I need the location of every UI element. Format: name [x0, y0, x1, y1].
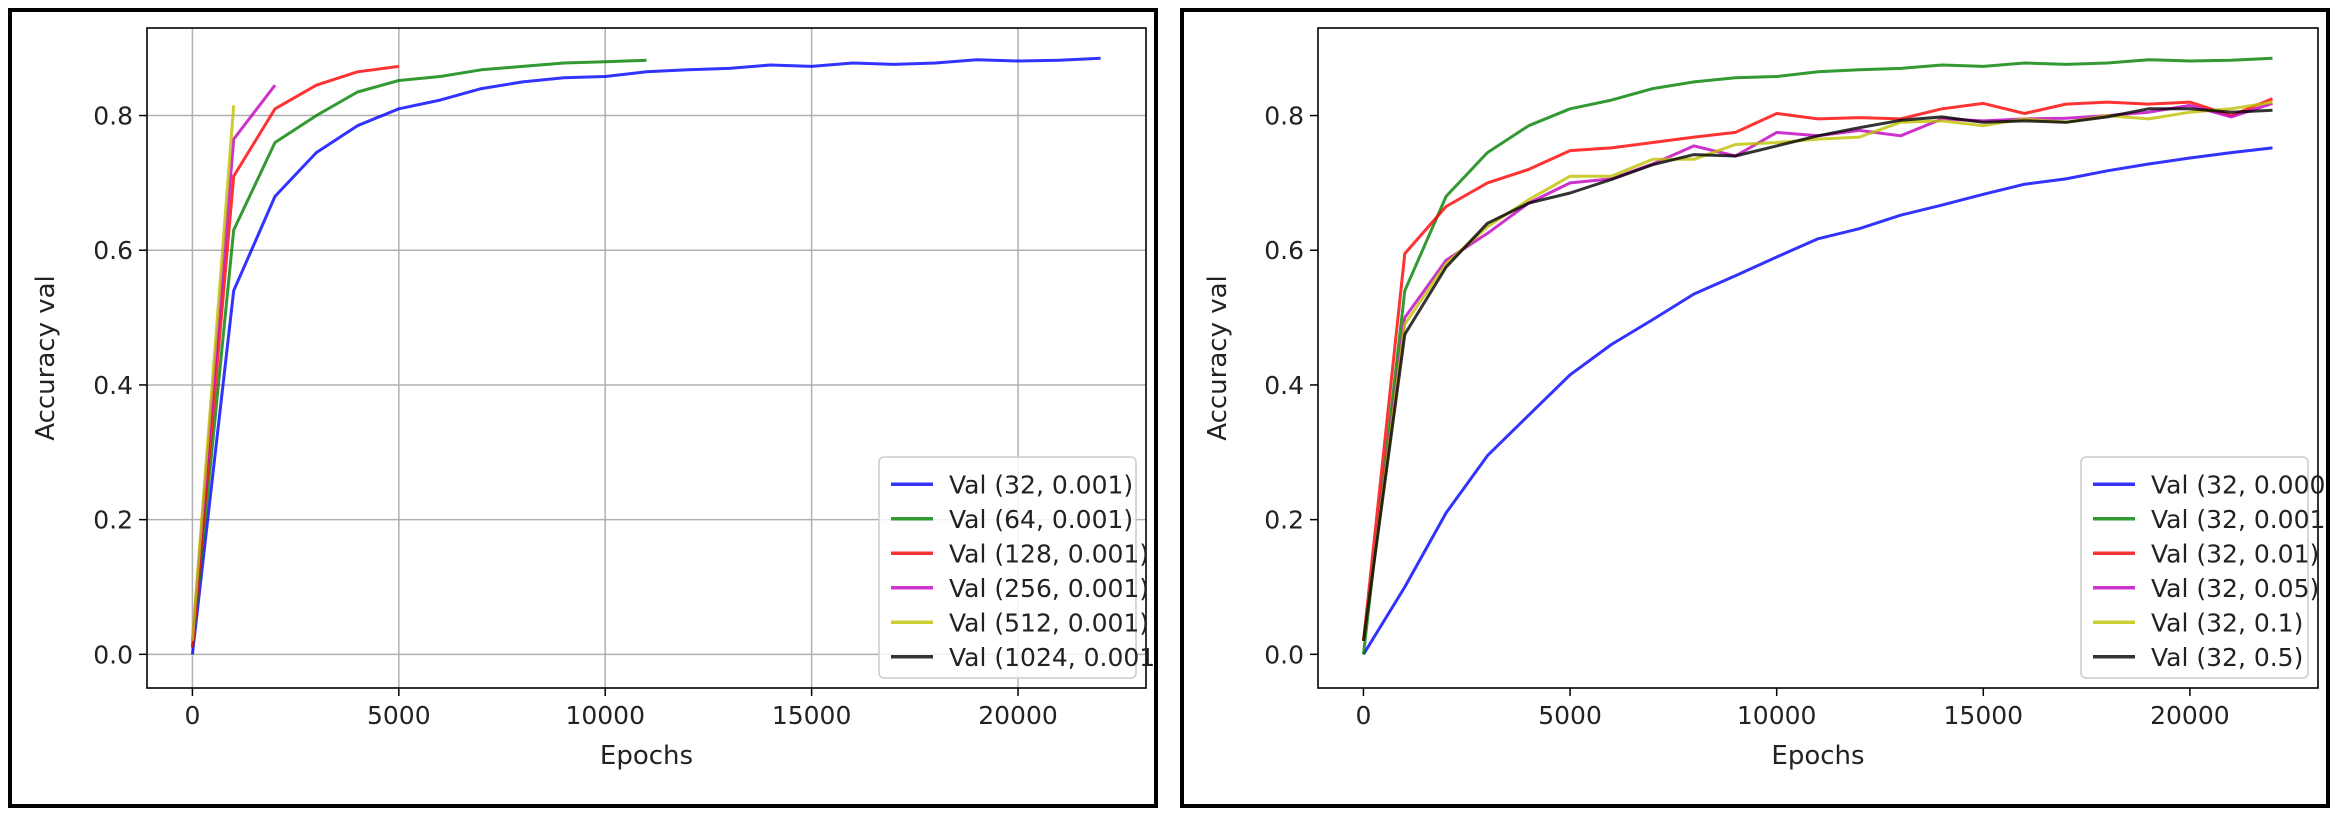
series-line-2: [190, 64, 399, 648]
x-tick-label: 20000: [2150, 701, 2230, 730]
legend-label: Val (1024, 0.001): [949, 643, 1154, 672]
y-tick-label: 0.0: [1264, 640, 1304, 669]
series-line-1: [1362, 56, 2273, 655]
legend-label: Val (64, 0.001): [949, 505, 1133, 534]
x-tick-label: 5000: [1538, 701, 1602, 730]
line-chart-learning-rate: 0 5000 10000 15000 20000 0.0 0.2 0.4 0.6 0.8 Epoch…: [1203, 27, 2326, 771]
series-line-1: [190, 58, 647, 648]
y-axis-title: Accuracy val: [1203, 275, 1233, 441]
plot-frame: [1317, 27, 2319, 689]
y-tick-label: 0.8: [93, 102, 133, 131]
legend-label: Val (32, 0.5): [2151, 643, 2303, 672]
series-line-4: [190, 105, 236, 642]
legend-label: Val (32, 0.001): [2151, 505, 2326, 534]
legend-label: Val (512, 0.001): [949, 608, 1149, 637]
series-line-0: [190, 56, 1101, 655]
x-tick-label: 10000: [1737, 701, 1817, 730]
x-tick-label: 15000: [772, 701, 852, 730]
legend-label: Val (32, 0.01): [2151, 539, 2319, 568]
legend-label: Val (32, 0.05): [2151, 574, 2319, 603]
y-axis-title: Accuracy val: [31, 275, 61, 441]
x-axis-title: Epochs: [1771, 741, 1864, 771]
y-tick-label: 0.6: [1264, 236, 1304, 265]
series-group: [1362, 56, 2274, 656]
y-tick-label: 0.8: [1264, 102, 1304, 131]
series-line-0: [1362, 146, 2273, 656]
legend-box: [878, 456, 1137, 679]
series-group: [190, 56, 1101, 655]
series-line-2: [1362, 97, 2274, 642]
legend-label: Val (128, 0.001): [949, 539, 1149, 568]
x-tick-label: 0: [1356, 701, 1372, 730]
x-tick-label: 10000: [565, 701, 645, 730]
chart-panel-right: 0 5000 10000 15000 20000 0.0 0.2 0.4 0.6 0.8 Epoch…: [1180, 8, 2330, 808]
legend-label: Val (256, 0.001): [949, 574, 1149, 603]
legend: Val (32, 0.001) Val (64, 0.001) Val (128, …: [878, 456, 1154, 679]
y-tick-label: 0.4: [93, 371, 133, 400]
line-chart-batch-size: 0 5000 10000 15000 20000 0.0 0.2 0.4 0.6 0.8 Epoch…: [31, 27, 1154, 771]
x-axis-title: Epochs: [600, 741, 693, 771]
legend-label: Val (32, 0.001): [949, 470, 1133, 499]
x-tick-label: 0: [184, 701, 200, 730]
x-tick-label: 5000: [367, 701, 431, 730]
x-tick-label: 20000: [978, 701, 1058, 730]
plot-frame: [146, 27, 1147, 689]
legend-label: Val (32, 0.1): [2151, 608, 2303, 637]
chart-panel-left: 0 5000 10000 15000 20000 0.0 0.2 0.4 0.6 0.8 Epoch…: [8, 8, 1158, 808]
legend-box: [2080, 456, 2309, 679]
y-tick-label: 0.0: [93, 640, 133, 669]
y-tick-label: 0.2: [1264, 506, 1304, 535]
y-tick-label: 0.4: [1264, 371, 1304, 400]
y-tick-label: 0.2: [93, 506, 133, 535]
y-tick-label: 0.6: [93, 236, 133, 265]
x-tick-label: 15000: [1944, 701, 2024, 730]
series-line-5: [1362, 107, 2273, 642]
